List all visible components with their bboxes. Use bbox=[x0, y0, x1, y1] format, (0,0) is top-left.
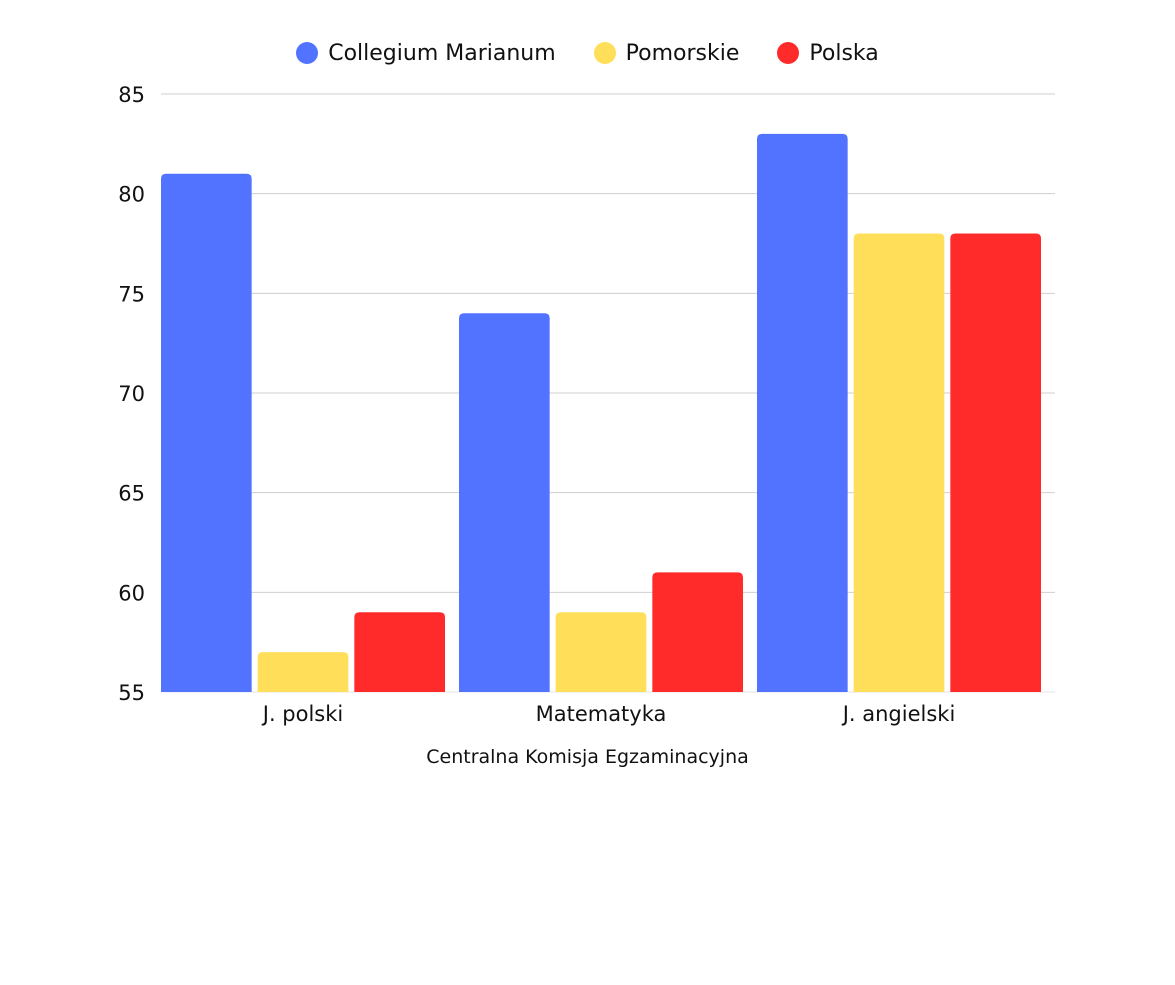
legend-swatch-polska bbox=[777, 42, 800, 64]
bar bbox=[853, 233, 945, 693]
bar bbox=[459, 313, 550, 692]
y-tick-label: 80 bbox=[118, 183, 145, 207]
legend-item-polska: Polska bbox=[777, 40, 879, 66]
y-tick-label: 60 bbox=[118, 581, 145, 605]
legend-swatch-collegium-marianum bbox=[296, 42, 319, 64]
legend-swatch-pomorskie bbox=[593, 42, 616, 64]
legend: Collegium Marianum Pomorskie Polska bbox=[0, 36, 1175, 70]
x-tick-label: Matematyka bbox=[536, 702, 667, 726]
y-tick-label: 55 bbox=[118, 681, 145, 705]
y-tick-label: 70 bbox=[118, 382, 145, 406]
bar bbox=[757, 133, 848, 692]
legend-item-pomorskie: Pomorskie bbox=[593, 40, 740, 66]
legend-label: Pomorskie bbox=[625, 40, 740, 66]
y-tick-label: 75 bbox=[118, 282, 145, 306]
y-tick-label: 85 bbox=[118, 83, 145, 107]
bar bbox=[161, 173, 252, 692]
bar bbox=[652, 572, 743, 692]
x-tick-label: J. polski bbox=[261, 702, 344, 726]
bar bbox=[555, 612, 647, 692]
x-axis-label: Centralna Komisja Egzaminacyjna bbox=[426, 746, 749, 768]
x-tick-label: J. angielski bbox=[841, 702, 956, 726]
bar bbox=[257, 652, 349, 692]
y-tick-label: 65 bbox=[118, 482, 145, 506]
bar bbox=[950, 233, 1041, 693]
bar bbox=[354, 612, 445, 692]
legend-label: Polska bbox=[809, 40, 879, 66]
legend-label: Collegium Marianum bbox=[328, 40, 556, 66]
legend-item-collegium-marianum: Collegium Marianum bbox=[296, 40, 556, 66]
